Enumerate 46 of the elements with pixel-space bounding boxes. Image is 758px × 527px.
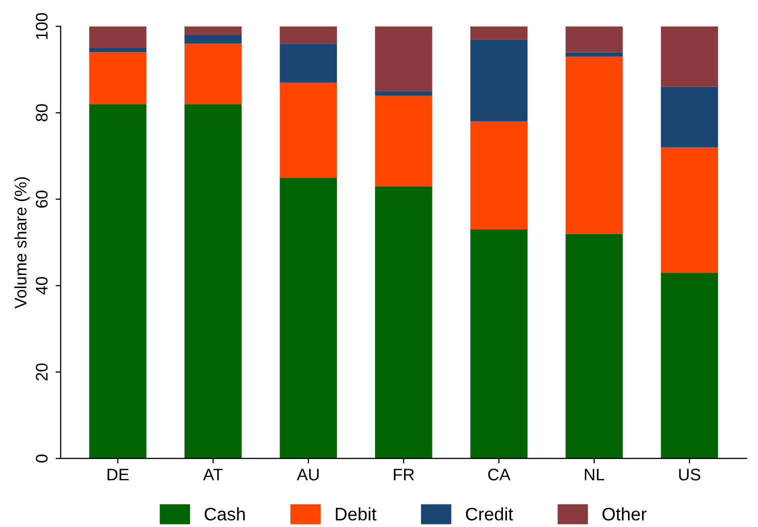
legend-label: Cash <box>204 507 245 521</box>
legend-label: Credit <box>466 507 514 521</box>
x-tick-label: DE <box>108 468 129 480</box>
bar <box>470 229 528 458</box>
bar <box>280 82 337 178</box>
bar <box>566 52 623 57</box>
bar <box>470 39 528 122</box>
x-tick-label: NL <box>584 468 604 480</box>
y-tick-label: 60 <box>36 190 48 208</box>
x-tick-label: CA <box>488 468 510 480</box>
bar <box>89 52 146 104</box>
bar <box>566 56 623 234</box>
bar <box>660 272 718 458</box>
bar <box>566 26 623 52</box>
bar <box>566 234 623 458</box>
bar <box>184 44 242 104</box>
y-tick-label: 40 <box>36 277 48 295</box>
bar <box>660 26 718 87</box>
bar <box>184 34 242 44</box>
legend-label: Debit <box>336 507 376 521</box>
bar <box>184 104 242 458</box>
legend-label: Other <box>602 507 647 521</box>
bar <box>280 26 337 44</box>
y-tick-label: 20 <box>36 363 48 380</box>
bar <box>280 44 337 83</box>
x-tick-label: AU <box>296 468 319 480</box>
x-tick-label: US <box>679 468 700 480</box>
bar <box>470 26 528 40</box>
x-tick-label: FR <box>394 468 414 480</box>
y-tick-label: 80 <box>36 104 48 122</box>
y-tick-label: 100 <box>36 13 48 39</box>
bar <box>89 48 146 52</box>
bar <box>375 186 432 458</box>
bar <box>375 91 432 96</box>
bar <box>470 121 528 230</box>
bar <box>89 104 146 458</box>
bar <box>660 147 718 273</box>
bar <box>375 26 432 92</box>
bar <box>660 86 718 148</box>
y-axis-title: Volume share (%) <box>14 177 30 309</box>
bar <box>280 178 337 458</box>
bar <box>89 26 146 48</box>
bar <box>184 26 242 35</box>
bar <box>375 95 432 186</box>
x-tick-label: AT <box>203 468 223 480</box>
y-tick-label: 0 <box>36 454 48 462</box>
